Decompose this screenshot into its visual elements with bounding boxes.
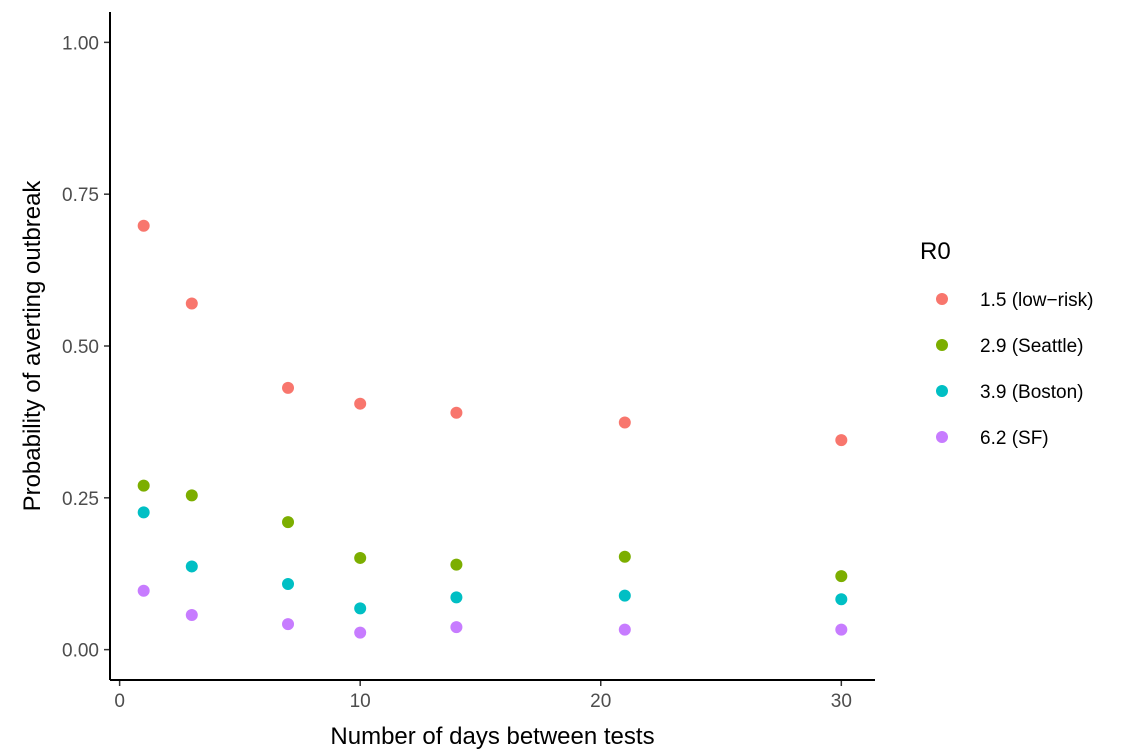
legend-key bbox=[936, 385, 948, 397]
data-point bbox=[835, 434, 848, 447]
data-point bbox=[354, 551, 367, 564]
legend-key bbox=[936, 293, 948, 305]
x-tick-label: 20 bbox=[590, 691, 611, 712]
data-point bbox=[450, 621, 463, 634]
y-axis-ticks: 0.00 0.25 0.50 0.75 1.00 bbox=[62, 33, 110, 662]
data-point bbox=[185, 297, 198, 310]
legend-key bbox=[936, 339, 948, 351]
data-point bbox=[137, 219, 150, 232]
data-point bbox=[450, 591, 463, 604]
y-tick-label: 0.25 bbox=[62, 489, 99, 510]
data-point bbox=[185, 609, 198, 622]
data-point bbox=[137, 584, 150, 597]
data-point bbox=[354, 602, 367, 615]
y-tick-label: 1.00 bbox=[62, 33, 99, 54]
data-point bbox=[835, 593, 848, 606]
data-point bbox=[618, 416, 631, 429]
data-point bbox=[618, 589, 631, 602]
y-axis-title: Probability of averting outbreak bbox=[19, 180, 46, 512]
data-point bbox=[835, 623, 848, 636]
data-point bbox=[354, 626, 367, 639]
data-point bbox=[450, 406, 463, 419]
data-point bbox=[185, 489, 198, 502]
data-point bbox=[282, 578, 295, 591]
data-point bbox=[835, 570, 848, 583]
data-point bbox=[450, 558, 463, 571]
legend-label: 3.9 (Boston) bbox=[980, 382, 1084, 403]
x-axis-ticks: 0 10 20 30 bbox=[114, 680, 852, 712]
data-point bbox=[282, 516, 295, 529]
legend-label: 1.5 (low−risk) bbox=[980, 290, 1094, 311]
legend-key bbox=[936, 431, 948, 443]
legend-label: 6.2 (SF) bbox=[980, 428, 1049, 449]
x-tick-label: 30 bbox=[831, 691, 852, 712]
data-point bbox=[282, 381, 295, 394]
data-point bbox=[618, 550, 631, 563]
data-points bbox=[137, 219, 848, 639]
y-tick-label: 0.75 bbox=[62, 185, 99, 206]
x-tick-label: 10 bbox=[350, 691, 371, 712]
legend: R0 1.5 (low−risk) 2.9 (Seattle) 3.9 (Bosto… bbox=[920, 238, 1094, 449]
data-point bbox=[618, 623, 631, 636]
y-tick-label: 0.00 bbox=[62, 641, 99, 662]
y-tick-label: 0.50 bbox=[62, 337, 99, 358]
x-axis-title: Number of days between tests bbox=[330, 723, 654, 750]
legend-title: R0 bbox=[920, 238, 951, 265]
data-point bbox=[137, 479, 150, 492]
data-point bbox=[282, 618, 295, 631]
x-tick-label: 0 bbox=[114, 691, 125, 712]
legend-items: 1.5 (low−risk) 2.9 (Seattle) 3.9 (Boston) 6… bbox=[936, 290, 1094, 449]
data-point bbox=[137, 506, 150, 519]
data-point bbox=[354, 397, 367, 410]
legend-label: 2.9 (Seattle) bbox=[980, 336, 1084, 357]
data-point bbox=[185, 560, 198, 573]
